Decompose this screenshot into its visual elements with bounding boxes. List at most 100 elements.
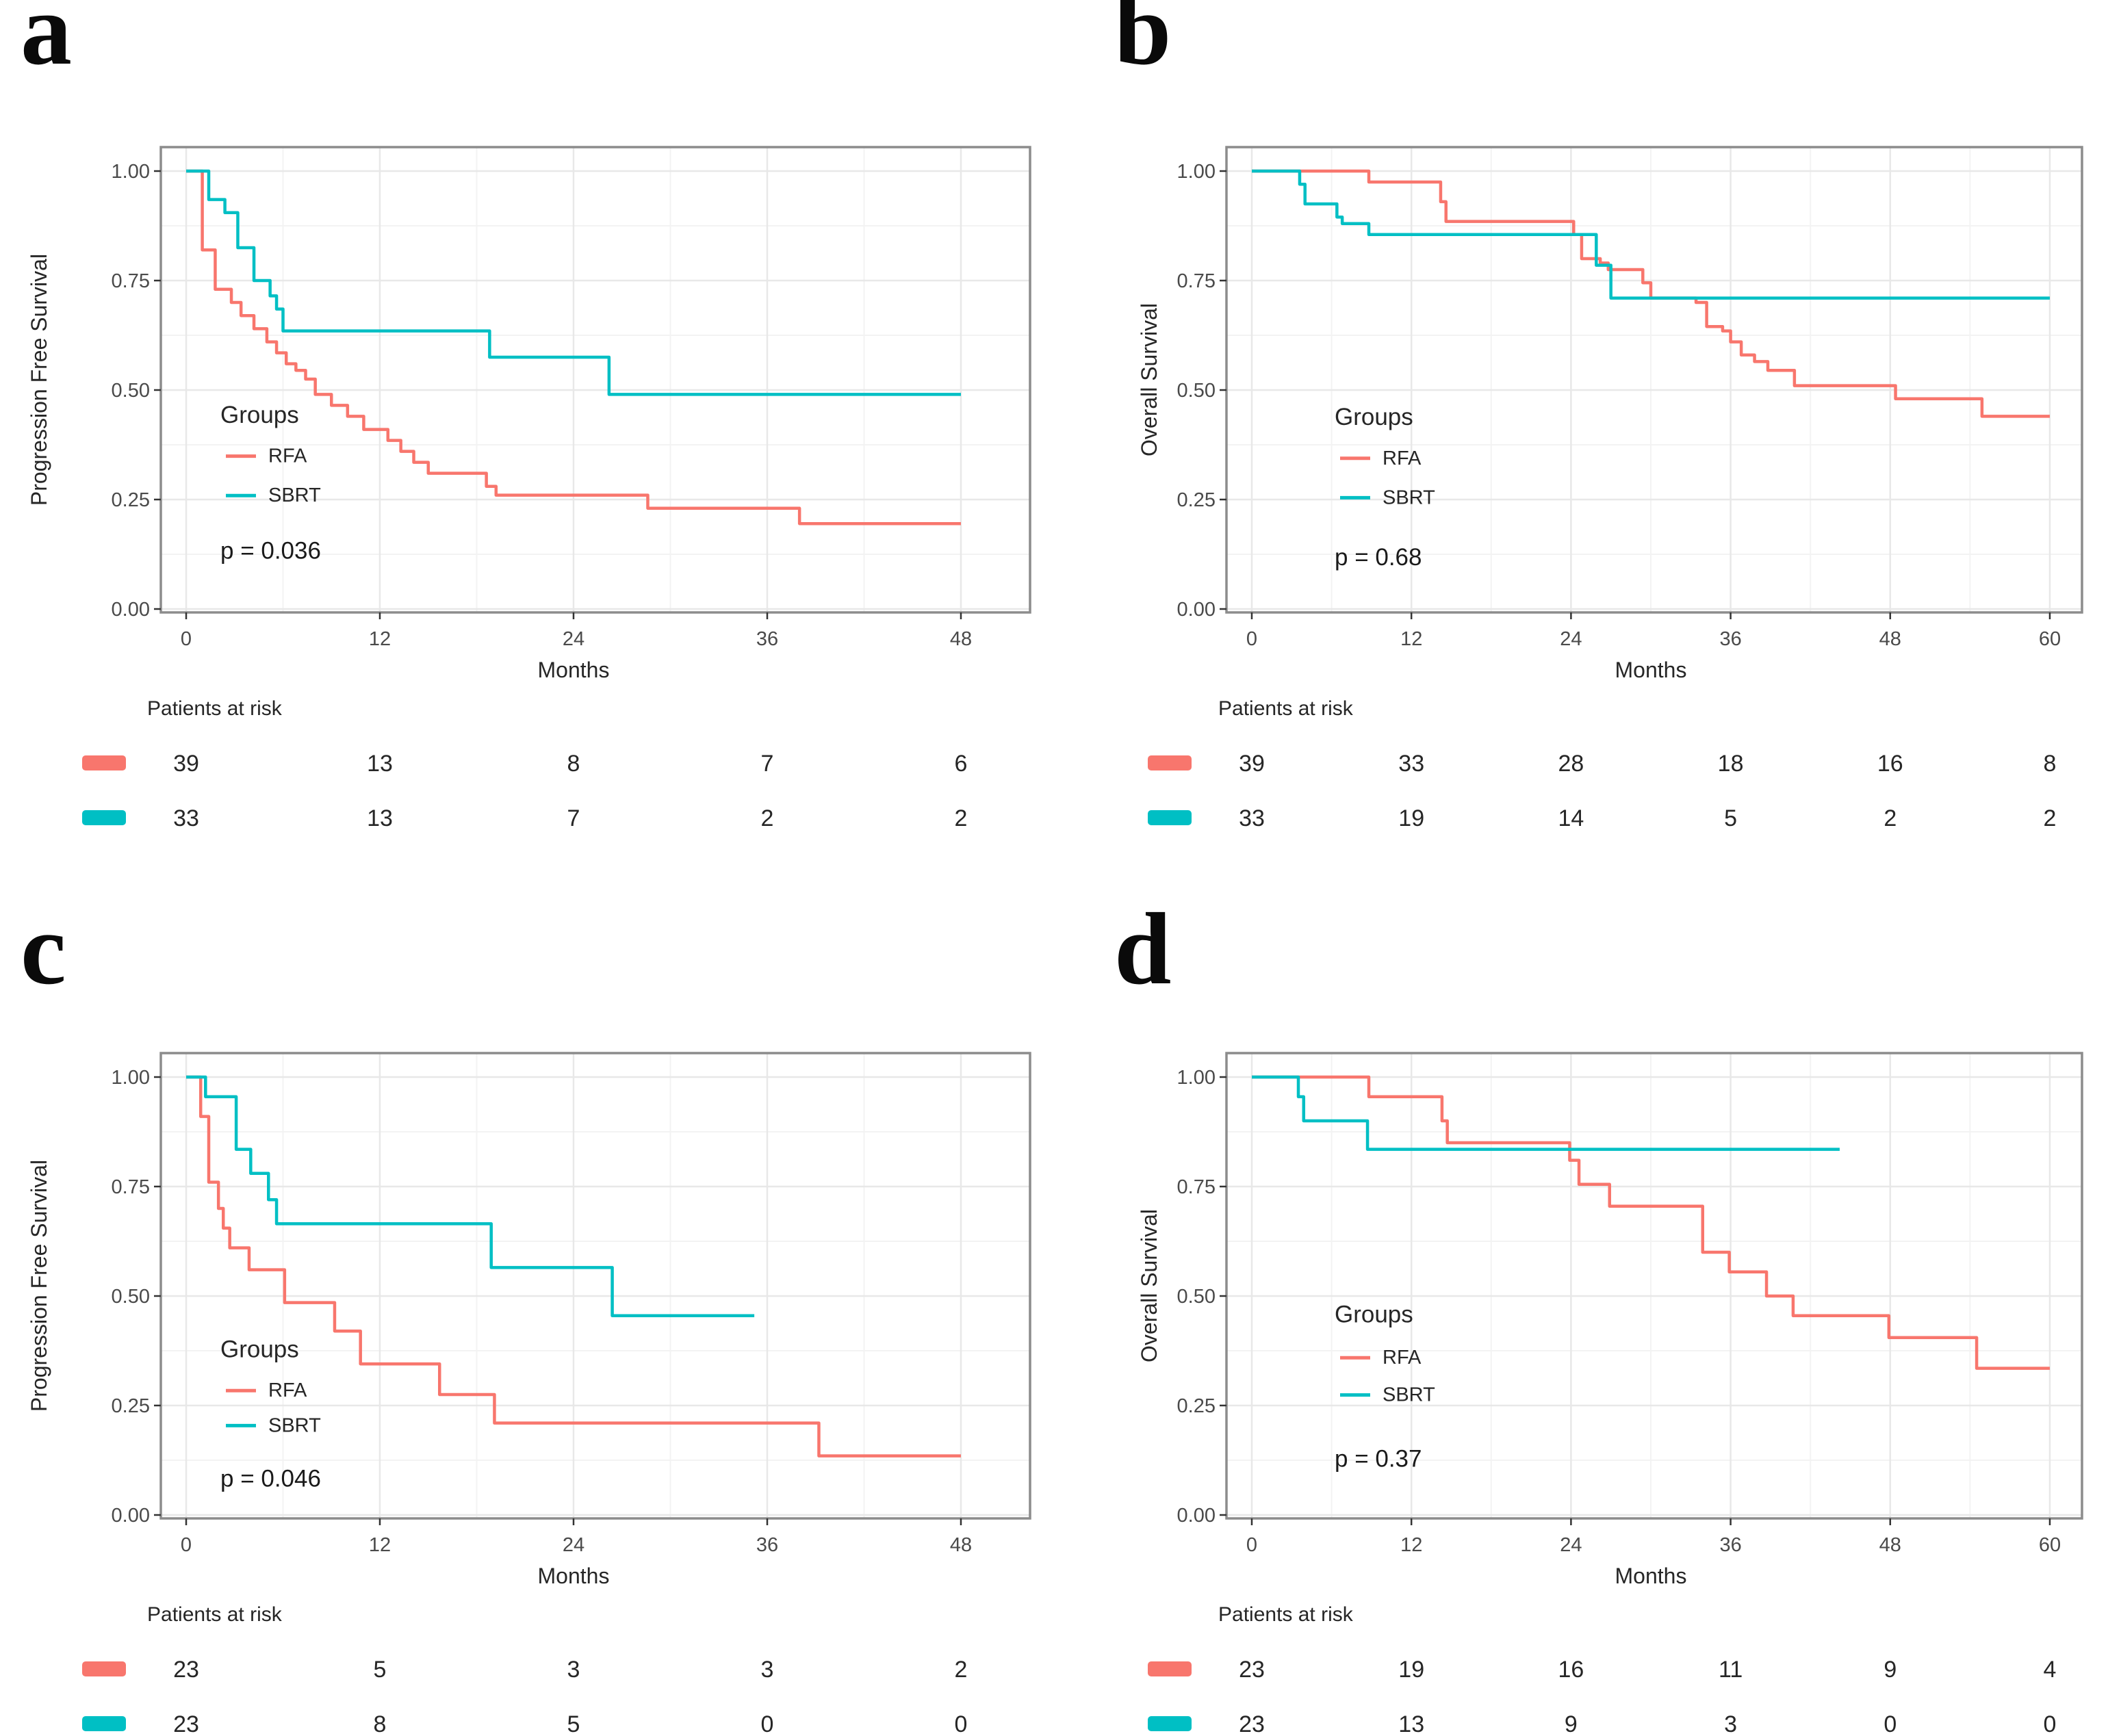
at-risk-count: 5 (1724, 805, 1737, 831)
km-chart-a: 0.00 0.25 0.50 0.75 1.00 0 12 24 36 48 Progression… (27, 146, 1031, 831)
at-risk-count: 23 (173, 1711, 199, 1736)
at-risk-count: 14 (1558, 805, 1584, 831)
y-tick-label: 0.75 (1177, 1176, 1216, 1198)
x-tick-label: 24 (1560, 628, 1582, 650)
at-risk-count: 6 (955, 751, 968, 777)
at-risk-swatch-rfa (82, 1661, 126, 1676)
y-axis-title: Progression Free Survival (27, 1160, 51, 1412)
plot-group: 0.00 0.25 0.50 0.75 1.00 0 12 24 36 48 Progression… (27, 146, 1031, 831)
x-tick-label: 60 (2039, 1534, 2061, 1556)
x-tick-label: 12 (1400, 1534, 1422, 1556)
at-risk-count: 33 (173, 805, 199, 831)
at-risk-count: 39 (1239, 751, 1265, 777)
x-tick-label: 0 (1246, 628, 1257, 650)
at-risk-swatch-sbrt (1148, 810, 1192, 825)
at-risk-count: 13 (367, 805, 393, 831)
x-tick-label: 0 (181, 1534, 192, 1556)
y-tick-label: 1.00 (1177, 161, 1216, 183)
at-risk-swatch-sbrt (82, 810, 126, 825)
y-axis-title: Progression Free Survival (27, 254, 51, 506)
x-tick-label: 24 (1560, 1534, 1582, 1556)
at-risk-count: 13 (1398, 1711, 1424, 1736)
at-risk-count: 23 (1239, 1711, 1265, 1736)
at-risk-label: Patients at risk (147, 1603, 283, 1626)
at-risk-count: 8 (2044, 751, 2057, 777)
plot-group: 0.00 0.25 0.50 0.75 1.00 0 12 24 36 48 60 Overall S… (1137, 146, 2083, 831)
x-tick-label: 12 (1400, 628, 1422, 650)
at-risk-swatch-rfa (1148, 755, 1192, 770)
plot-background (161, 1053, 1030, 1518)
panel-a: 0.00 0.25 0.50 0.75 1.00 0 12 24 36 48 Progression… (0, 0, 1054, 868)
plot-group: 0.00 0.25 0.50 0.75 1.00 0 12 24 36 48 Progression… (27, 1052, 1031, 1736)
x-tick-label: 12 (369, 628, 391, 650)
y-tick-label: 0.75 (112, 1176, 150, 1198)
at-risk-count: 3 (1724, 1711, 1737, 1736)
x-tick-label: 48 (1879, 628, 1901, 650)
at-risk-swatch-rfa (1148, 1661, 1192, 1676)
at-risk-count: 2 (955, 1657, 968, 1683)
panel-letter-c: c (21, 892, 66, 1006)
y-tick-label: 0.00 (1177, 1505, 1216, 1527)
at-risk-swatch-rfa (82, 755, 126, 770)
at-risk-count: 2 (955, 805, 968, 831)
at-risk-label: Patients at risk (147, 697, 283, 720)
at-risk-count: 7 (761, 751, 774, 777)
y-tick-label: 0.25 (1177, 1395, 1216, 1417)
at-risk-count: 16 (1877, 751, 1903, 777)
at-risk-count: 33 (1239, 805, 1265, 831)
x-tick-label: 36 (756, 628, 778, 650)
y-tick-label: 0.25 (112, 1395, 150, 1417)
y-tick-label: 1.00 (112, 1067, 150, 1089)
legend-label-rfa: RFA (268, 1379, 307, 1401)
y-tick-label: 0.50 (112, 380, 150, 402)
at-risk-count: 13 (367, 751, 393, 777)
at-risk-count: 8 (567, 751, 580, 777)
x-tick-label: 0 (1246, 1534, 1257, 1556)
at-risk-count: 2 (761, 805, 774, 831)
panel-b: 0.00 0.25 0.50 0.75 1.00 0 12 24 36 48 60 Overall S… (1054, 0, 2108, 868)
at-risk-count: 39 (173, 751, 199, 777)
y-axis-title: Overall Survival (1137, 303, 1161, 456)
y-tick-label: 0.00 (112, 1505, 150, 1527)
at-risk-count: 0 (761, 1711, 774, 1736)
x-tick-label: 48 (950, 1534, 972, 1556)
panel-c: 0.00 0.25 0.50 0.75 1.00 0 12 24 36 48 Progression… (0, 868, 1054, 1736)
y-axis-title: Overall Survival (1137, 1209, 1161, 1362)
x-axis-title: Months (1615, 658, 1687, 682)
x-tick-label: 48 (1879, 1534, 1901, 1556)
at-risk-count: 9 (1884, 1657, 1897, 1683)
survival-curve-rfa (1252, 169, 2050, 418)
p-value: p = 0.37 (1335, 1446, 1422, 1473)
legend-label-rfa: RFA (268, 445, 307, 467)
at-risk-count: 23 (173, 1657, 199, 1683)
y-tick-label: 0.75 (112, 270, 150, 292)
at-risk-count: 4 (2044, 1657, 2057, 1683)
at-risk-label: Patients at risk (1218, 1603, 1354, 1626)
at-risk-count: 28 (1558, 751, 1584, 777)
survival-curve-rfa (1252, 1075, 2050, 1370)
at-risk-count: 8 (374, 1711, 387, 1736)
survival-curve-sbrt (1252, 1075, 1840, 1151)
p-value: p = 0.036 (220, 537, 321, 564)
at-risk-count: 0 (1884, 1711, 1897, 1736)
survival-curve-sbrt (186, 169, 961, 396)
y-tick-label: 0.50 (112, 1286, 150, 1308)
plot-background (1226, 1053, 2082, 1518)
panel-border (159, 146, 1031, 614)
panel-letter-d: d (1114, 892, 1172, 1006)
y-tick-label: 0.25 (1177, 489, 1216, 511)
p-value: p = 0.046 (220, 1465, 321, 1492)
y-tick-label: 0.00 (1177, 599, 1216, 621)
x-tick-label: 0 (181, 628, 192, 650)
at-risk-count: 33 (1398, 751, 1424, 777)
x-tick-label: 36 (1719, 628, 1741, 650)
at-risk-count: 0 (955, 1711, 968, 1736)
x-axis-title: Months (538, 658, 610, 682)
legend-title: Groups (1335, 1301, 1413, 1327)
at-risk-count: 2 (1884, 805, 1897, 831)
panel-border (1225, 146, 2083, 614)
y-tick-label: 0.50 (1177, 380, 1216, 402)
at-risk-count: 23 (1239, 1657, 1265, 1683)
legend-label-rfa: RFA (1383, 448, 1422, 469)
km-chart-c: 0.00 0.25 0.50 0.75 1.00 0 12 24 36 48 Progression… (27, 1052, 1031, 1736)
